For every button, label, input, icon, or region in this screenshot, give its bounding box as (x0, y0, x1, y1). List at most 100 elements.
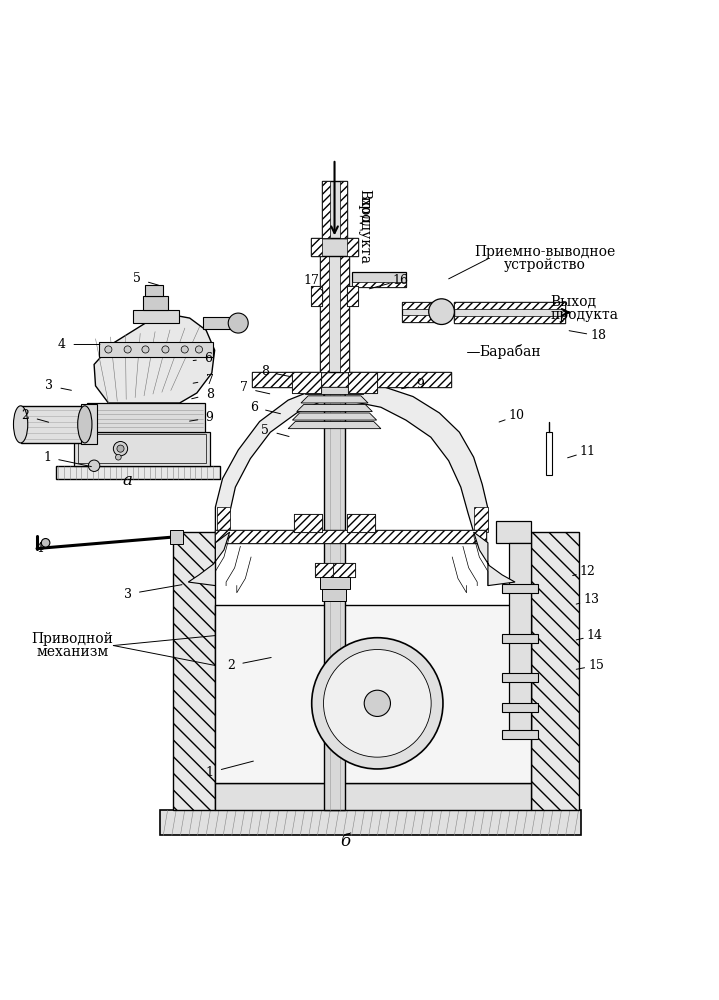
Bar (497, 521, 531, 543)
Polygon shape (288, 422, 381, 429)
Bar (454, 302, 565, 309)
Bar (173, 532, 216, 810)
Bar (293, 372, 321, 393)
Bar (347, 514, 375, 532)
Polygon shape (293, 413, 377, 420)
Text: 9: 9 (416, 378, 424, 391)
Bar (502, 634, 538, 643)
Bar (531, 532, 580, 810)
Bar (340, 181, 347, 238)
Text: 16: 16 (393, 274, 409, 287)
Polygon shape (306, 387, 364, 394)
Text: Приемно-выводное: Приемно-выводное (475, 245, 615, 259)
Polygon shape (94, 315, 215, 403)
Bar (315, 563, 354, 577)
Text: 9: 9 (206, 411, 214, 424)
Bar (294, 514, 322, 532)
Bar (403, 315, 438, 322)
Text: 13: 13 (583, 593, 600, 606)
Bar (217, 507, 229, 532)
Bar (531, 532, 580, 810)
Text: устройство: устройство (504, 258, 586, 272)
Circle shape (124, 346, 131, 353)
Bar (78, 434, 206, 463)
Text: 6: 6 (204, 352, 212, 365)
Polygon shape (216, 386, 324, 532)
Ellipse shape (78, 406, 92, 443)
Text: 4: 4 (36, 542, 44, 555)
Bar (293, 372, 321, 393)
Text: 7: 7 (206, 374, 214, 387)
Bar (87, 403, 205, 432)
Bar (509, 543, 531, 586)
Text: 4: 4 (58, 338, 66, 351)
Bar (311, 238, 358, 256)
Text: 5: 5 (262, 424, 269, 437)
Circle shape (142, 346, 149, 353)
Bar (216, 530, 487, 543)
Bar (347, 286, 358, 306)
Circle shape (228, 313, 248, 333)
Bar (322, 181, 347, 238)
Text: продукта: продукта (551, 308, 619, 322)
Circle shape (117, 445, 124, 452)
Bar (311, 286, 321, 306)
Bar (311, 238, 321, 256)
Text: 2: 2 (22, 409, 29, 422)
Bar (21, 406, 85, 443)
Text: Приводной: Приводной (32, 632, 114, 646)
Bar (99, 342, 214, 357)
Text: 3: 3 (124, 588, 132, 601)
Bar (347, 286, 358, 306)
Circle shape (116, 454, 122, 460)
Bar (170, 530, 183, 544)
Bar (294, 514, 322, 532)
Text: 18: 18 (590, 329, 607, 342)
Bar (311, 286, 321, 306)
Bar (347, 238, 358, 256)
Text: Вход: Вход (357, 189, 372, 224)
Text: 17: 17 (303, 274, 319, 287)
Text: 1: 1 (206, 766, 214, 779)
Bar (509, 705, 531, 732)
Text: продукта: продукта (357, 196, 372, 264)
Bar (454, 316, 565, 323)
Bar (454, 302, 565, 323)
Text: б: б (340, 833, 350, 850)
Bar (216, 530, 487, 543)
Bar (502, 673, 538, 682)
Bar (348, 372, 377, 393)
Text: 2: 2 (227, 659, 235, 672)
Circle shape (162, 346, 169, 353)
Text: 6: 6 (250, 401, 258, 414)
Bar (320, 254, 349, 372)
Circle shape (365, 690, 390, 716)
Polygon shape (474, 532, 515, 586)
Text: 12: 12 (580, 565, 596, 578)
Bar (324, 183, 345, 810)
Bar (319, 577, 349, 589)
Bar (509, 636, 531, 675)
Circle shape (196, 346, 203, 353)
Bar (216, 605, 531, 783)
Circle shape (88, 460, 100, 471)
Text: 3: 3 (45, 379, 53, 392)
Bar (347, 514, 375, 532)
Text: 8: 8 (206, 388, 214, 401)
Polygon shape (345, 386, 488, 532)
Polygon shape (297, 404, 372, 412)
Bar (340, 254, 349, 372)
Bar (173, 532, 216, 810)
Bar (403, 302, 438, 322)
Bar (348, 372, 377, 393)
Bar (474, 507, 488, 532)
Ellipse shape (14, 406, 28, 443)
Circle shape (41, 539, 50, 547)
Bar (56, 466, 221, 479)
Circle shape (312, 638, 443, 769)
Text: Барабан: Барабан (480, 344, 541, 359)
Bar (142, 296, 168, 310)
Bar (132, 310, 179, 323)
Text: 14: 14 (587, 629, 603, 642)
Text: 1: 1 (43, 451, 51, 464)
